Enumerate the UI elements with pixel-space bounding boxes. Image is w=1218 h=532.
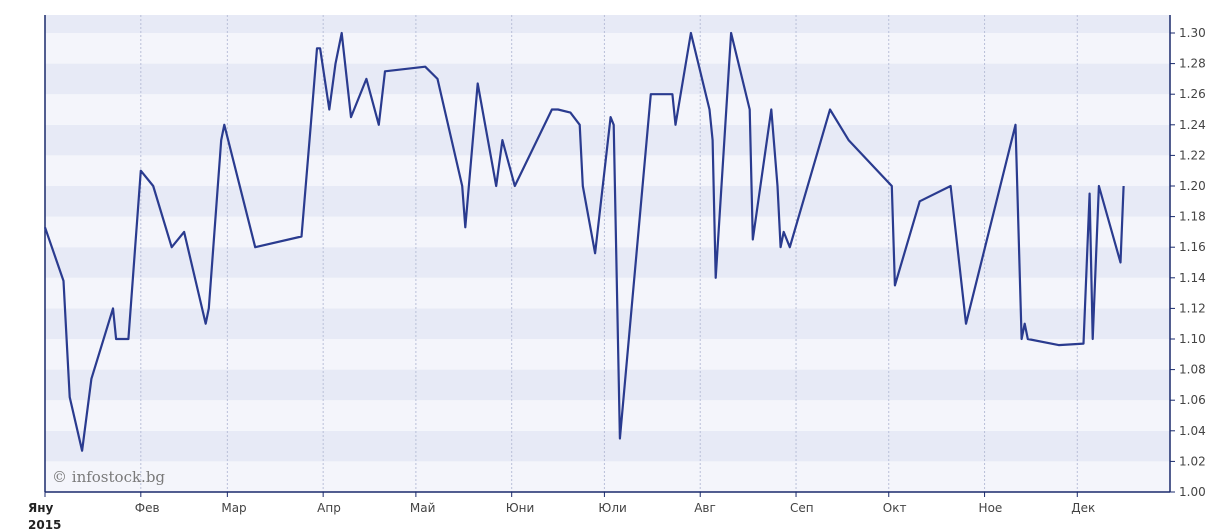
grid-band [45,216,1170,248]
x-tick-label: Апр [317,501,341,515]
grid-band [45,339,1170,370]
x-tick-label: Авг [694,501,716,515]
y-tick-label: 1.10 [1179,332,1206,346]
x-tick-label: Яну [28,501,54,515]
vertical-gridlines [140,15,1078,492]
y-tick-label: 1.00 [1179,485,1206,499]
y-tick-label: 1.02 [1179,454,1206,468]
x-tick-label: Дек [1071,501,1095,515]
x-tick-label: Сеп [790,501,814,515]
grid-band [45,186,1170,217]
x-tick-label: Юли [598,501,626,515]
x-tick-label: Фев [135,501,160,515]
grid-band [45,277,1170,309]
grid-band [45,94,1170,125]
y-tick-label: 1.04 [1179,424,1206,438]
y-tick-label: 1.08 [1179,363,1206,377]
grid-band [45,15,1170,33]
grid-band [45,400,1170,431]
y-tick-label: 1.06 [1179,393,1206,407]
x-tick-label: Окт [883,501,907,515]
y-tick-label: 1.26 [1179,87,1206,101]
x-tick-label: Ное [979,501,1003,515]
y-tick-label: 1.12 [1179,301,1206,315]
y-tick-label: 1.28 [1179,57,1206,71]
grid-band [45,308,1170,339]
x-tick-label: Мар [221,501,246,515]
y-tick-label: 1.30 [1179,26,1206,40]
grid-band [45,430,1170,462]
y-tick-label: 1.14 [1179,271,1206,285]
year-label: 2015 [28,518,61,532]
grid-band [45,247,1170,278]
grid-bands [45,15,1170,492]
grid-band [45,369,1170,401]
watermark-text: © infostock.bg [52,468,165,486]
x-axis-ticks: Яну Фев Мар Апр Май Юни Юли Авг Сеп Окт Ное Дек [28,492,1095,515]
y-tick-label: 1.24 [1179,118,1206,132]
grid-band [45,461,1170,492]
series-line [43,31,1125,452]
x-tick-label: Юни [506,501,535,515]
y-tick-label: 1.18 [1179,210,1206,224]
grid-band [45,33,1170,64]
grid-band [45,63,1170,95]
y-axis-ticks: 1.00 1.02 1.04 1.06 1.08 1.10 1.12 1.14 1.16 1.18… [1170,26,1206,499]
y-tick-label: 1.16 [1179,240,1206,254]
y-tick-label: 1.22 [1179,148,1206,162]
y-tick-label: 1.20 [1179,179,1206,193]
x-tick-label: Май [410,501,436,515]
